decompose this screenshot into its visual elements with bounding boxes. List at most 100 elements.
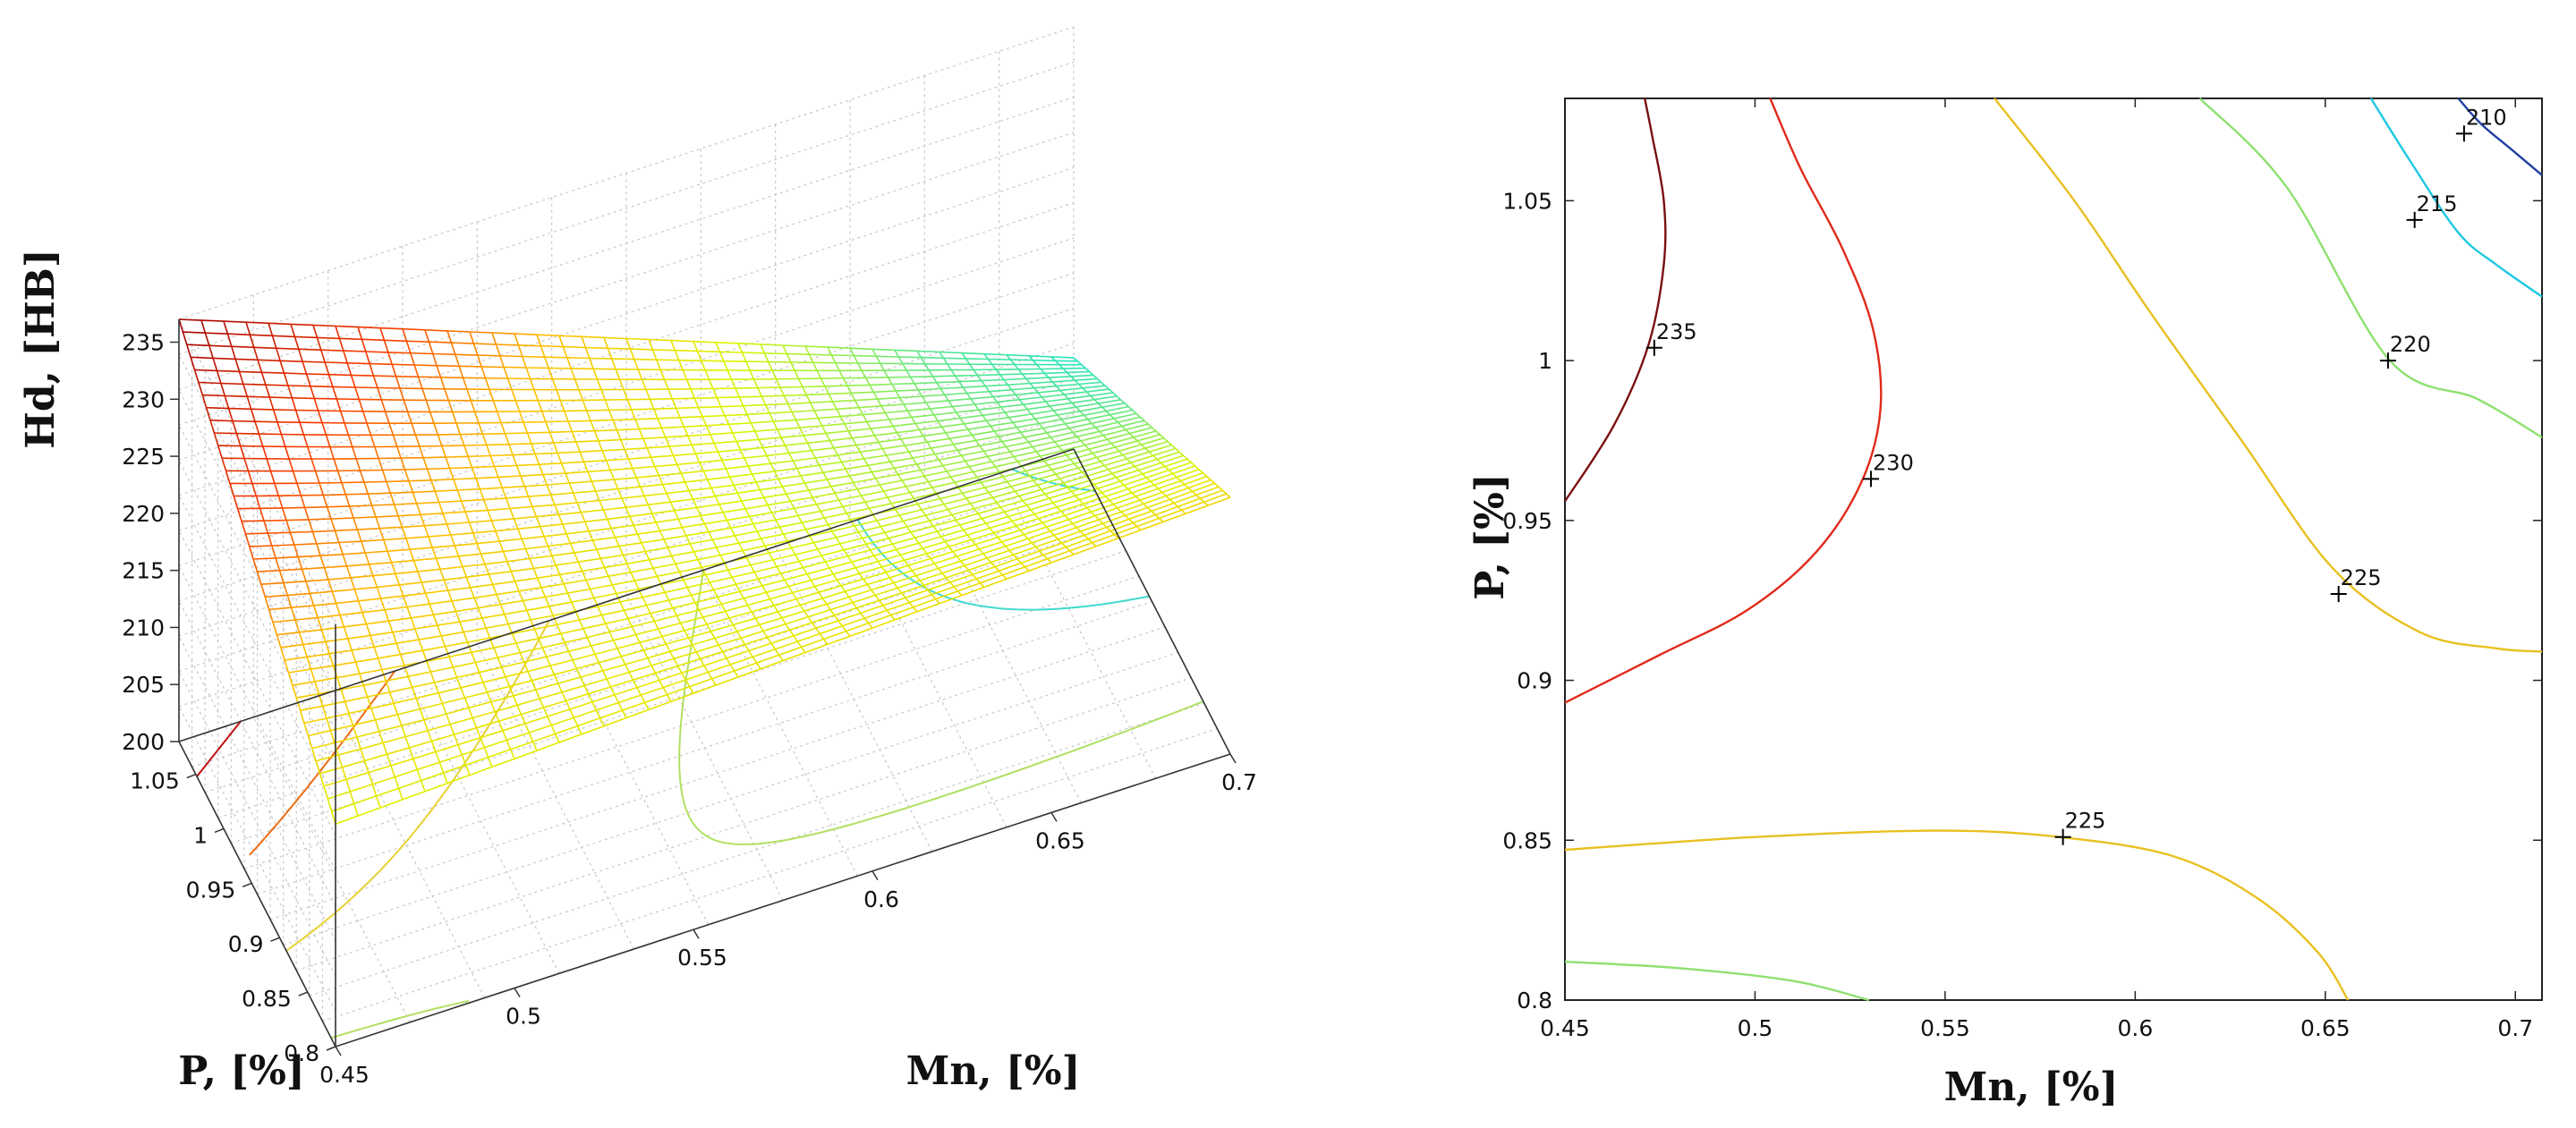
- mesh-line-p: [778, 475, 802, 480]
- mesh-line-mn: [217, 445, 223, 459]
- mesh-line-mn: [450, 534, 455, 547]
- mesh-line-mn: [1015, 394, 1021, 401]
- contour-line-220: [2198, 98, 2543, 438]
- mesh-line-p: [347, 634, 370, 640]
- mesh-line-p: [815, 454, 838, 459]
- mesh-line-mn: [688, 490, 694, 500]
- mesh-line-mn: [1081, 471, 1087, 478]
- floor-contour-segment: [682, 700, 684, 706]
- mesh-line-mn: [441, 445, 446, 458]
- mesh-line-mn: [870, 428, 876, 437]
- mesh-line-mn: [1161, 491, 1167, 496]
- mesh-line-mn: [392, 632, 397, 644]
- mesh-line-p: [607, 515, 630, 521]
- mesh-line-p: [461, 498, 484, 502]
- mesh-line-mn: [431, 547, 438, 559]
- contour-x-tick-label: 0.55: [1920, 1015, 1970, 1041]
- mesh-line-mn: [761, 447, 768, 456]
- mesh-line-mn: [827, 346, 833, 356]
- mesh-line-mn: [734, 535, 740, 544]
- mesh-line-p: [194, 369, 217, 372]
- mesh-line-mn: [706, 623, 712, 632]
- mesh-line-p: [403, 592, 426, 597]
- mesh-line-mn: [444, 388, 450, 401]
- mesh-line-mn: [693, 341, 699, 352]
- mesh-line-p: [1092, 533, 1115, 544]
- mesh-line-p: [345, 493, 369, 496]
- mesh-line-mn: [1109, 414, 1115, 420]
- mesh-line-p: [984, 480, 1007, 488]
- mesh-line-p: [879, 479, 903, 486]
- mesh-line-p: [1037, 389, 1061, 394]
- mesh-line-mn: [965, 358, 971, 365]
- mesh-line-p: [587, 469, 610, 473]
- mesh-line-p: [855, 560, 879, 569]
- mesh-line-p: [898, 509, 922, 516]
- mesh-line-p: [987, 451, 1010, 458]
- mesh-line-mn: [350, 577, 356, 590]
- mesh-line-mn: [691, 444, 697, 454]
- mesh-line-p: [339, 337, 362, 341]
- mesh-line-p: [273, 409, 296, 411]
- mesh-line-mn: [635, 477, 642, 488]
- mesh-line-p: [1041, 514, 1066, 524]
- mesh-line-p: [647, 650, 671, 659]
- mesh-line-p: [588, 686, 611, 695]
- mesh-line-p: [205, 332, 228, 335]
- mesh-line-mn: [466, 388, 472, 402]
- mesh-line-mn: [669, 501, 676, 512]
- mesh-line-mn: [256, 571, 262, 585]
- floor-contour-segment: [446, 783, 453, 790]
- mesh-line-p: [580, 450, 603, 453]
- mesh-line-mn: [263, 520, 269, 534]
- mesh-line-mn: [706, 479, 712, 488]
- mesh-line-p: [633, 672, 656, 681]
- mesh-line-mn: [422, 457, 429, 470]
- mesh-line-mn: [885, 572, 891, 579]
- mesh-line-mn: [396, 446, 402, 459]
- mesh-line-p: [453, 661, 476, 668]
- mesh-line-mn: [469, 331, 475, 344]
- mesh-line-mn: [585, 580, 591, 589]
- box-edge: [335, 753, 1231, 1047]
- mesh-line-p: [703, 657, 727, 666]
- mesh-line-mn: [835, 362, 840, 371]
- mesh-line-p: [1106, 518, 1130, 529]
- mesh-line-mn: [579, 451, 585, 462]
- mesh-line-p: [874, 587, 898, 597]
- mesh-line-mn: [1005, 546, 1010, 551]
- mesh-line-p: [837, 451, 861, 456]
- left-wall-grid-line: [178, 635, 336, 942]
- mesh-line-mn: [1024, 437, 1030, 443]
- mesh-line-p: [1144, 440, 1169, 449]
- mesh-line-mn: [763, 352, 769, 362]
- mesh-line-mn: [384, 609, 390, 622]
- mesh-line-p: [727, 515, 750, 522]
- mesh-line-mn: [571, 431, 577, 443]
- mesh-line-mn: [560, 462, 566, 474]
- mesh-line-mn: [649, 399, 655, 410]
- mesh-line-p: [550, 492, 574, 496]
- mesh-line-mn: [830, 354, 837, 364]
- mesh-line-p: [441, 445, 464, 447]
- axes-box-edges: [178, 319, 1231, 1047]
- mesh-line-p: [1047, 549, 1070, 560]
- mesh-line-mn: [871, 589, 876, 596]
- mesh-line-p: [369, 562, 392, 565]
- mesh-line-mn: [350, 375, 356, 388]
- mesh-line-p: [670, 339, 694, 343]
- mn-tick-label: 0.7: [1221, 769, 1257, 795]
- mesh-line-p: [712, 535, 735, 541]
- mesh-line-mn: [948, 546, 954, 553]
- mesh-line-mn: [394, 776, 400, 789]
- mesh-line-mn: [717, 597, 722, 605]
- mesh-line-mn: [645, 389, 651, 400]
- mesh-line-mn: [834, 493, 840, 501]
- mesh-line-p: [514, 750, 538, 759]
- mesh-line-mn: [897, 587, 903, 594]
- mesh-line-mn: [1028, 475, 1034, 481]
- mesh-line-mn: [871, 471, 877, 479]
- mesh-line-p: [1038, 510, 1061, 520]
- mesh-line-mn: [467, 456, 473, 468]
- mesh-line-p: [373, 642, 397, 648]
